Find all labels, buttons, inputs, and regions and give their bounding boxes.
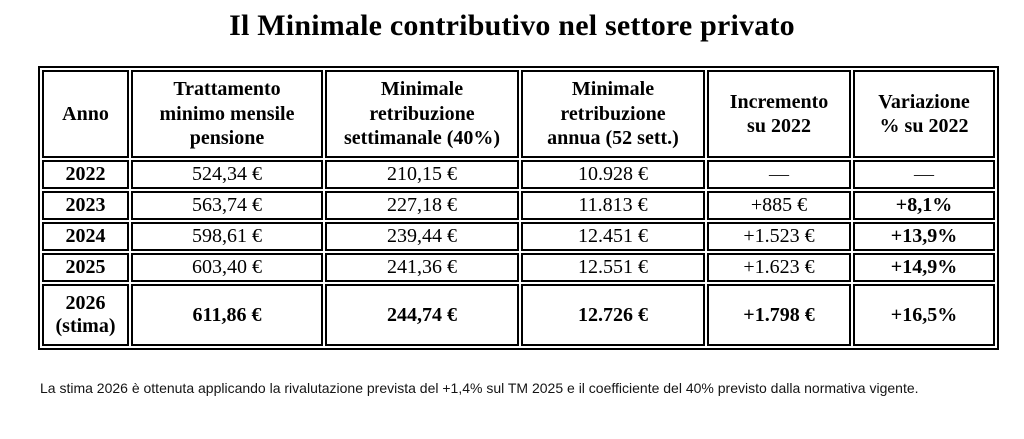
cell-variazione: +14,9% — [853, 253, 995, 282]
cell-incremento: +1.798 € — [707, 284, 851, 346]
col-header-variazione: Variazione % su 2022 — [853, 70, 995, 158]
cell-trattamento-minimo: 611,86 € — [131, 284, 323, 346]
col-header-anno: Anno — [42, 70, 129, 158]
cell-anno: 2022 — [42, 160, 129, 189]
table-header-row: Anno Trattamento minimo mensile pensione… — [42, 70, 995, 158]
cell-retribuzione-settimanale: 244,74 € — [325, 284, 519, 346]
cell-variazione: +13,9% — [853, 222, 995, 251]
col-header-trattamento-minimo: Trattamento minimo mensile pensione — [131, 70, 323, 158]
cell-trattamento-minimo: 563,74 € — [131, 191, 323, 220]
cell-retribuzione-settimanale: 239,44 € — [325, 222, 519, 251]
col-header-retribuzione-annua: Minimale retribuzione annua (52 sett.) — [521, 70, 705, 158]
cell-anno: 2024 — [42, 222, 129, 251]
footnote: La stima 2026 è ottenuta applicando la r… — [40, 380, 919, 396]
cell-variazione: +8,1% — [853, 191, 995, 220]
cell-variazione: +16,5% — [853, 284, 995, 346]
minimale-contributivo-table: Anno Trattamento minimo mensile pensione… — [38, 66, 999, 350]
table-row-2023: 2023 563,74 € 227,18 € 11.813 € +885 € +… — [42, 191, 995, 220]
cell-incremento: +1.623 € — [707, 253, 851, 282]
cell-incremento: +1.523 € — [707, 222, 851, 251]
table-row-2022: 2022 524,34 € 210,15 € 10.928 € — — — [42, 160, 995, 189]
cell-retribuzione-annua: 10.928 € — [521, 160, 705, 189]
cell-retribuzione-annua: 12.451 € — [521, 222, 705, 251]
cell-retribuzione-settimanale: 227,18 € — [325, 191, 519, 220]
cell-trattamento-minimo: 598,61 € — [131, 222, 323, 251]
cell-anno: 2025 — [42, 253, 129, 282]
page-title: Il Minimale contributivo nel settore pri… — [229, 9, 795, 42]
col-header-incremento: Incremento su 2022 — [707, 70, 851, 158]
col-header-retribuzione-settimanale: Minimale retribuzione settimanale (40%) — [325, 70, 519, 158]
cell-variazione: — — [853, 160, 995, 189]
cell-incremento: — — [707, 160, 851, 189]
cell-retribuzione-settimanale: 210,15 € — [325, 160, 519, 189]
table-row-2025: 2025 603,40 € 241,36 € 12.551 € +1.623 €… — [42, 253, 995, 282]
cell-incremento: +885 € — [707, 191, 851, 220]
cell-anno: 2026 (stima) — [42, 284, 129, 346]
cell-trattamento-minimo: 603,40 € — [131, 253, 323, 282]
cell-retribuzione-annua: 11.813 € — [521, 191, 705, 220]
cell-anno: 2023 — [42, 191, 129, 220]
table-row-2024: 2024 598,61 € 239,44 € 12.451 € +1.523 €… — [42, 222, 995, 251]
cell-retribuzione-annua: 12.551 € — [521, 253, 705, 282]
table-row-2026-stima: 2026 (stima) 611,86 € 244,74 € 12.726 € … — [42, 284, 995, 346]
cell-retribuzione-annua: 12.726 € — [521, 284, 705, 346]
cell-retribuzione-settimanale: 241,36 € — [325, 253, 519, 282]
cell-trattamento-minimo: 524,34 € — [131, 160, 323, 189]
